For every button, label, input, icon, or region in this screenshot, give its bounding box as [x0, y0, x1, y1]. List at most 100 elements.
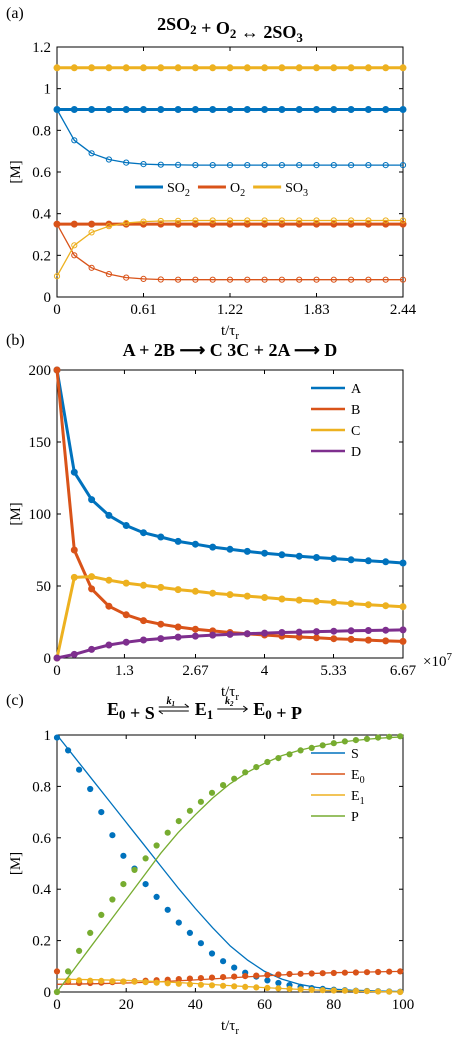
data-point [313, 634, 320, 642]
series-1 [53, 64, 407, 72]
series-line [55, 369, 404, 565]
x-tick-label: 2.67 [182, 663, 209, 679]
data-point [253, 984, 260, 991]
data-point [348, 276, 355, 283]
series-5 [53, 217, 407, 280]
data-point [87, 977, 94, 984]
rate-constant-label: k1 [167, 696, 176, 708]
data-point [174, 106, 182, 113]
data-point [208, 950, 216, 957]
data-point [70, 64, 78, 72]
data-point [226, 545, 234, 553]
data-point [140, 275, 147, 282]
data-point [191, 625, 199, 633]
data-point [278, 106, 286, 113]
series-D [53, 626, 407, 662]
data-point [348, 217, 355, 224]
data-point [364, 106, 372, 113]
title-text: E0 + P [253, 699, 302, 723]
data-point [186, 807, 193, 814]
data-point [192, 217, 199, 224]
data-point [157, 583, 165, 591]
data-point [261, 106, 269, 113]
data-point [275, 985, 282, 992]
data-point [209, 162, 216, 169]
data-point [123, 274, 130, 281]
data-point [209, 631, 217, 639]
data-point [295, 552, 303, 560]
legend-label: S [351, 747, 359, 762]
data-point [313, 217, 320, 224]
data-point [365, 217, 372, 224]
data-point [164, 980, 171, 987]
data-point [157, 64, 165, 72]
x-tick-label: 5.33 [320, 663, 346, 679]
data-point [192, 162, 199, 169]
data-point [278, 217, 285, 224]
data-point [364, 636, 372, 644]
data-point [105, 602, 113, 610]
data-point [386, 968, 393, 975]
data-point [286, 751, 293, 758]
legend-label: E1 [351, 789, 365, 807]
data-point [220, 974, 227, 981]
data-point [209, 64, 217, 72]
data-point [120, 978, 127, 985]
data-point [105, 64, 113, 72]
x-tick-label: 2.44 [390, 302, 417, 318]
data-point [186, 975, 193, 982]
data-point [295, 628, 303, 636]
data-point [174, 586, 182, 594]
data-point [70, 468, 78, 476]
data-point [275, 971, 282, 978]
data-point [71, 242, 78, 249]
data-point [297, 986, 304, 993]
data-point [53, 366, 61, 374]
data-point [209, 106, 217, 113]
data-point [88, 496, 96, 504]
legend: S E0 E1 P [311, 747, 365, 825]
data-point [122, 579, 130, 587]
chart-title: 2SO2 + O2 ↔ 2SO3 [157, 14, 303, 45]
data-point [220, 982, 227, 989]
data-point [76, 977, 83, 984]
data-point [140, 581, 147, 589]
data-point [399, 626, 407, 634]
data-point [140, 529, 147, 537]
data-point [375, 988, 382, 995]
data-point [330, 987, 337, 994]
data-point [140, 64, 147, 72]
data-point [364, 64, 372, 72]
data-point [87, 785, 94, 793]
data-point [382, 626, 390, 634]
data-point [157, 161, 164, 168]
data-point [365, 162, 372, 169]
data-point [98, 809, 105, 816]
data-point [347, 600, 355, 608]
data-point [175, 980, 182, 987]
x-tick-label: 20 [119, 997, 134, 1013]
data-point [253, 764, 260, 771]
data-point [347, 635, 355, 643]
data-point [122, 64, 130, 72]
data-point [397, 988, 404, 996]
data-point [330, 627, 338, 635]
data-point [174, 64, 182, 72]
x-tick-label: 100 [392, 997, 415, 1013]
data-point [295, 106, 303, 113]
y-tick-label: 0.2 [32, 934, 51, 950]
data-point [278, 162, 285, 169]
data-point [226, 630, 234, 638]
data-point [105, 271, 113, 278]
data-point [319, 742, 326, 749]
data-point [197, 798, 204, 805]
y-tick-label: 1.2 [32, 40, 51, 56]
data-point [375, 968, 382, 976]
plot-area [56, 46, 404, 298]
data-point [382, 602, 390, 610]
data-point [297, 747, 304, 754]
data-point [157, 106, 165, 113]
data-point [70, 650, 78, 658]
